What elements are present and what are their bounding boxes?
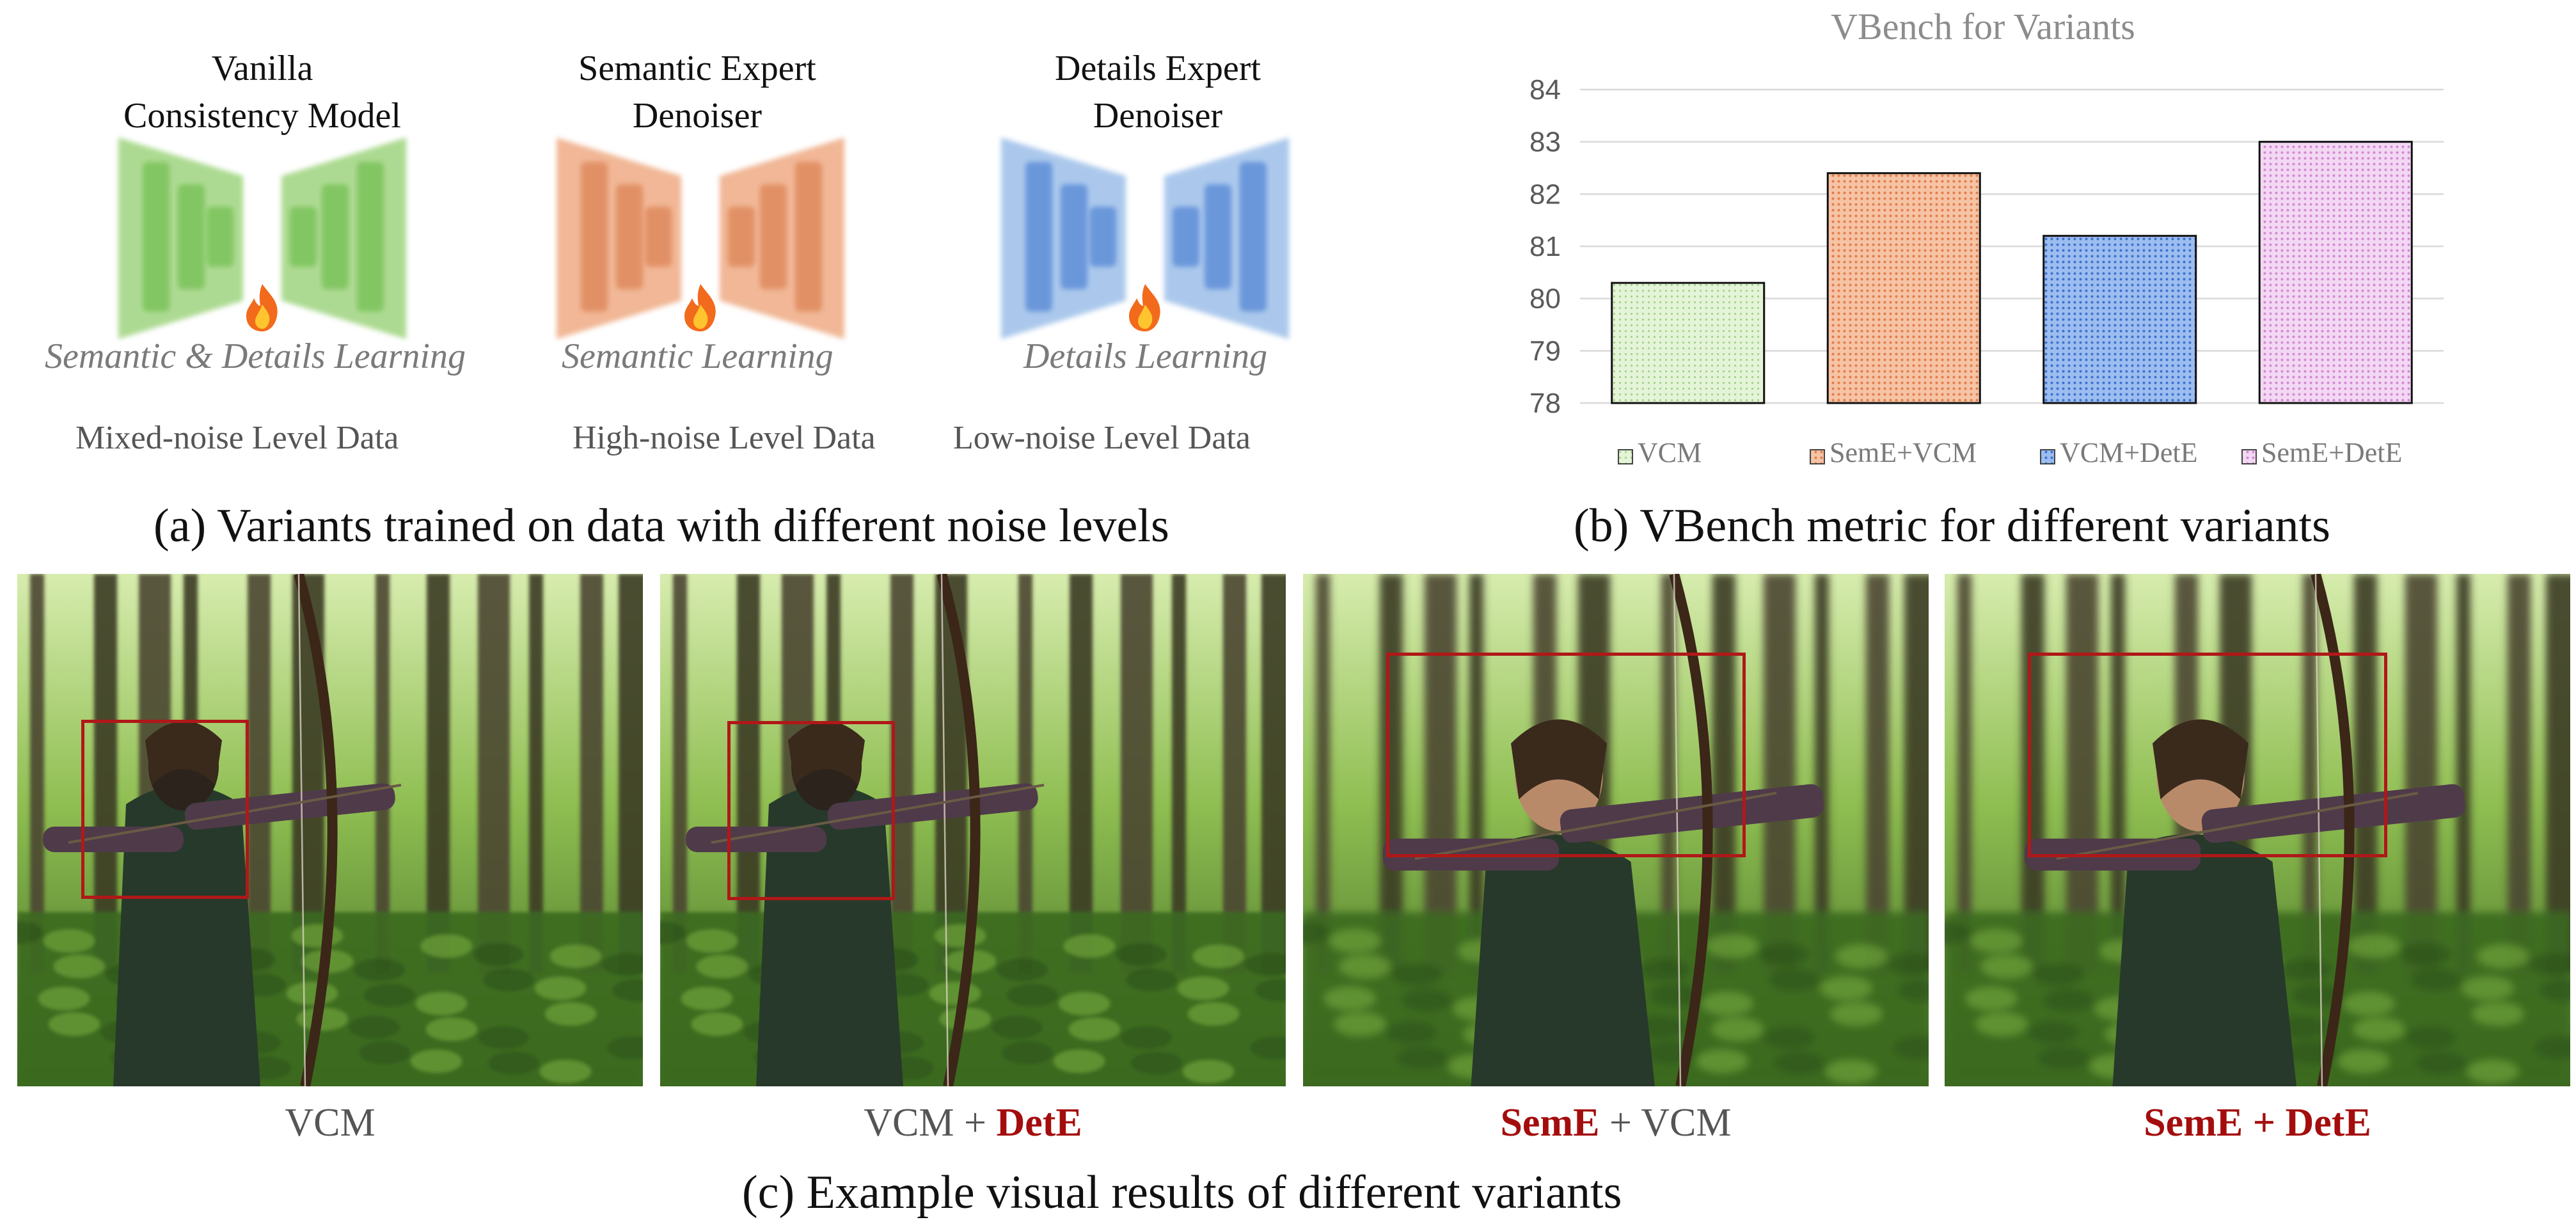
fire-icon bbox=[240, 281, 285, 333]
variant-label-seme-vcm: SemE + VCM bbox=[1303, 1100, 1929, 1146]
network-layer bbox=[728, 207, 755, 267]
label-plain: VCM + bbox=[864, 1101, 997, 1145]
network-layer bbox=[645, 207, 672, 267]
network-layer bbox=[1240, 162, 1267, 312]
legend-swatch bbox=[1618, 449, 1633, 464]
variant-label-seme-dete: SemE + DetE bbox=[1945, 1100, 2570, 1146]
caption-c: (c) Example visual results of different … bbox=[742, 1166, 1622, 1219]
legend-label: SemE+VCM bbox=[1829, 437, 1977, 468]
network-layer bbox=[1061, 184, 1087, 289]
learning-label-semantic: Semantic Learning bbox=[562, 337, 834, 376]
network-layer bbox=[1025, 162, 1052, 312]
result-image-vcm-dete bbox=[660, 574, 1286, 1086]
label-bold: DetE bbox=[996, 1101, 1082, 1145]
network-layer bbox=[581, 162, 608, 312]
archer-figure bbox=[2025, 574, 2465, 1086]
y-tick-label: 79 bbox=[1529, 335, 1561, 367]
semantic-expert-network bbox=[557, 138, 844, 339]
model-title-line: Vanilla bbox=[211, 49, 313, 88]
learning-label-mixed: Semantic & Details Learning bbox=[45, 337, 466, 376]
highlight-box bbox=[2028, 653, 2387, 857]
model-title-line: Details Expert bbox=[1055, 49, 1261, 88]
network-layer bbox=[357, 162, 384, 312]
fire-icon bbox=[1123, 281, 1167, 333]
y-tick-label: 81 bbox=[1529, 231, 1561, 262]
network-layer bbox=[1173, 207, 1199, 267]
result-image-seme-dete bbox=[1945, 574, 2570, 1086]
data-label-high: High-noise Level Data bbox=[573, 420, 876, 456]
chart-legend: VCM SemE+VCM VCM+DetE SemE+DetE bbox=[1618, 437, 2402, 468]
variant-label-vcm-dete: VCM + DetE bbox=[660, 1100, 1286, 1146]
network-layer bbox=[322, 184, 349, 289]
label-plain: + VCM bbox=[1599, 1101, 1732, 1145]
network-layer bbox=[207, 207, 233, 267]
highlight-box bbox=[1386, 653, 1746, 857]
network-layer bbox=[795, 162, 822, 312]
y-tick-label: 84 bbox=[1529, 74, 1561, 106]
archer-figure bbox=[686, 574, 1045, 1086]
bar-vcm-dete bbox=[2043, 235, 2197, 404]
y-tick-label: 83 bbox=[1529, 127, 1561, 158]
result-image-vcm bbox=[17, 574, 643, 1086]
highlight-box bbox=[81, 720, 249, 899]
network-layer bbox=[1205, 184, 1231, 289]
label-plain: VCM bbox=[285, 1101, 375, 1145]
legend-swatch bbox=[2241, 449, 2257, 464]
bar-vcm bbox=[1611, 281, 1766, 404]
highlight-box bbox=[727, 721, 895, 900]
network-layer bbox=[290, 207, 317, 267]
model-title-vanilla: Vanilla Consistency Model bbox=[64, 45, 461, 139]
legend-label: VCM bbox=[1638, 437, 1702, 468]
fire-icon bbox=[678, 281, 723, 333]
network-layer bbox=[616, 184, 643, 289]
legend-swatch bbox=[1810, 449, 1825, 464]
network-layer bbox=[143, 162, 170, 312]
legend-swatch bbox=[2040, 449, 2055, 464]
variant-label-vcm: VCM bbox=[17, 1100, 643, 1146]
bar-seme-dete bbox=[2258, 141, 2413, 404]
chart-y-ticks: 78 79 80 81 82 83 84 bbox=[1529, 74, 1561, 419]
caption-b: (b) VBench metric for different variants bbox=[1574, 500, 2330, 552]
legend-label: SemE+DetE bbox=[2261, 437, 2402, 468]
learning-label-details: Details Learning bbox=[1023, 337, 1268, 376]
vanilla-network bbox=[118, 138, 406, 339]
model-title-line: Denoiser bbox=[632, 96, 763, 136]
label-bold: SemE bbox=[1500, 1101, 1600, 1145]
data-label-low: Low-noise Level Data bbox=[953, 420, 1251, 456]
network-layer bbox=[178, 184, 205, 289]
model-title-semantic: Semantic Expert Denoiser bbox=[499, 45, 896, 139]
model-title-line: Consistency Model bbox=[123, 96, 401, 136]
details-expert-network bbox=[1001, 138, 1289, 339]
y-tick-label: 78 bbox=[1529, 388, 1561, 419]
model-title-details: Details Expert Denoiser bbox=[960, 45, 1356, 139]
bar-seme-vcm bbox=[1826, 172, 1981, 404]
legend-label: VCM+DetE bbox=[2060, 437, 2197, 468]
model-title-line: Denoiser bbox=[1093, 96, 1223, 136]
label-bold: SemE + DetE bbox=[2144, 1101, 2371, 1145]
model-title-line: Semantic Expert bbox=[578, 49, 816, 88]
archer-figure bbox=[43, 574, 402, 1086]
chart-title: VBench for Variants bbox=[1831, 6, 2135, 47]
denoiser-diagrams bbox=[118, 138, 1289, 339]
caption-a: (a) Variants trained on data with differ… bbox=[154, 500, 1169, 552]
network-layer bbox=[760, 184, 787, 289]
y-tick-label: 80 bbox=[1529, 283, 1561, 315]
vbench-bar-chart: 78 79 80 81 82 83 84 VCM SemE+VCM VCM+DetE SemE+D… bbox=[1529, 74, 2444, 468]
chart-bars bbox=[1611, 141, 2413, 404]
y-tick-label: 82 bbox=[1529, 178, 1561, 210]
result-image-seme-vcm bbox=[1303, 574, 1929, 1086]
data-label-mixed: Mixed-noise Level Data bbox=[75, 420, 399, 456]
network-layer bbox=[1089, 207, 1116, 267]
